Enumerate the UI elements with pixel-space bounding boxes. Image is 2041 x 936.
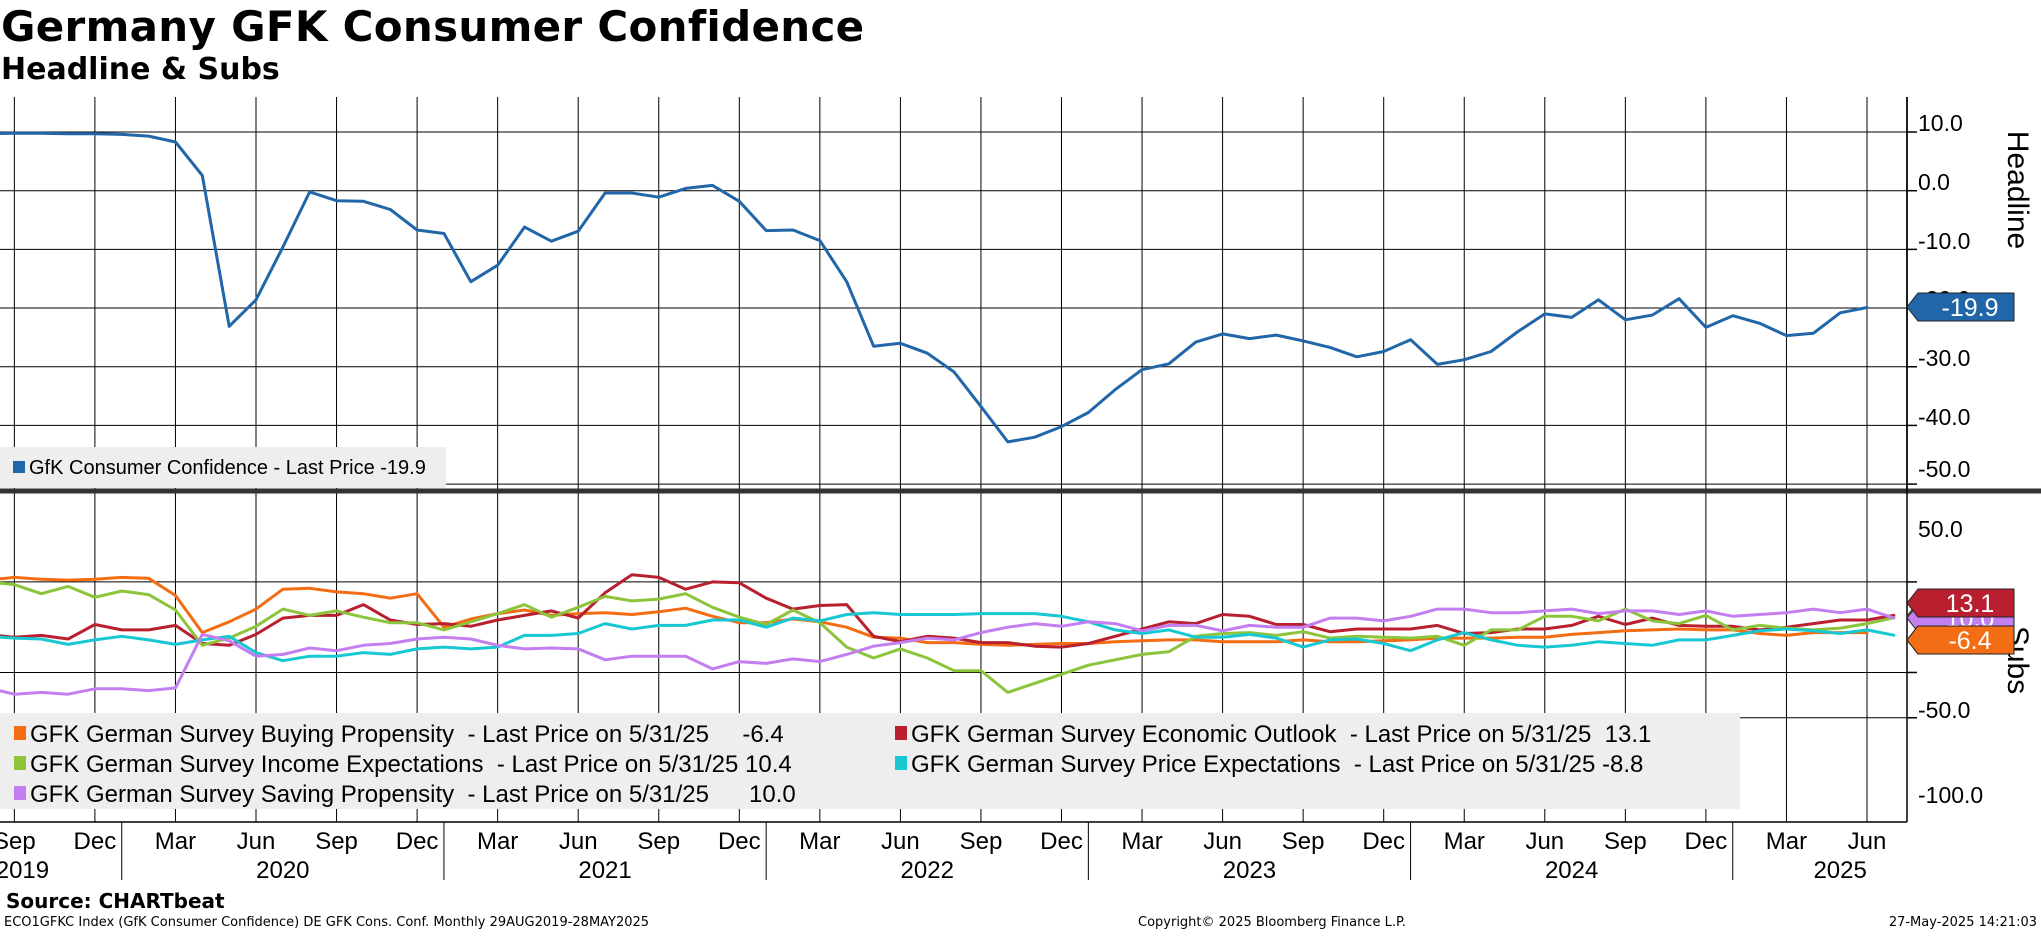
value-flag-label: 13.1 <box>1946 590 1995 618</box>
value-flag-shape <box>1906 588 2015 618</box>
legend-entry: GFK German Survey Income Expectations - … <box>30 751 792 778</box>
legend-entry: GFK German Survey Saving Propensity - La… <box>30 781 796 808</box>
value-flag-label: -19.9 <box>1942 294 1999 322</box>
x-tick-year: 2025 <box>1813 857 1866 880</box>
legend-swatch <box>14 756 26 770</box>
y-ticks-bottom: 50.0 -50.0 -100.0 <box>1907 516 1983 808</box>
legend-entry: GFK German Survey Price Expectations - L… <box>911 751 1643 778</box>
x-tick-month: Jun <box>1525 828 1564 855</box>
x-tick-month: Jun <box>237 828 276 855</box>
y-tick-label: -50.0 <box>1918 697 1970 723</box>
series-line-3 <box>0 581 1896 694</box>
series-line-1 <box>0 575 1869 647</box>
value-flag-label: -6.4 <box>1948 627 1991 655</box>
x-tick-month: Sep <box>0 828 36 855</box>
last-value-flag-buying: -6.4 <box>1906 625 2015 655</box>
series-line-5 <box>0 607 1896 696</box>
x-tick-year: 2024 <box>1545 857 1598 880</box>
x-tick-month: Sep <box>1282 828 1325 855</box>
x-tick-month: Mar <box>155 828 196 855</box>
x-tick-month: Jun <box>1203 828 1242 855</box>
bottom-series <box>0 573 1896 696</box>
x-tick-month: Mar <box>1444 828 1485 855</box>
legend-top: GfK Consumer Confidence - Last Price -19… <box>0 447 446 488</box>
legend-swatch <box>14 726 26 740</box>
y-tick-label: 0.0 <box>1918 169 1950 195</box>
series-line-1 <box>0 131 1869 444</box>
x-tick-month: Sep <box>315 828 358 855</box>
source-note: Source: CHARTbeat <box>6 889 225 913</box>
legend-swatch <box>895 726 907 740</box>
value-flag-shape <box>1906 625 2015 655</box>
x-tick-month: Dec <box>74 828 117 855</box>
y-tick-label: -30.0 <box>1918 345 1970 371</box>
y-tick-label: -10.0 <box>1918 228 1970 254</box>
legend-box <box>0 713 1740 809</box>
x-tick-year: 2019 <box>0 857 49 880</box>
legend-swatch <box>895 756 907 770</box>
legend-bottom: GFK German Survey Buying Propensity - La… <box>0 713 1740 809</box>
x-tick-month: Dec <box>396 828 439 855</box>
x-tick-month: Dec <box>1685 828 1728 855</box>
y-tick-label: 10.0 <box>1918 110 1963 136</box>
x-axis-labels: Sep Dec Mar Jun Sep Dec Mar Jun Sep Dec Mar Jun Sep D… <box>0 828 1886 880</box>
footer-ticker-info: ECO1GFKC Index (GfK Consumer Confidence)… <box>4 915 650 930</box>
x-tick-year: 2020 <box>256 857 309 880</box>
y-tick-label: -50.0 <box>1918 456 1970 482</box>
value-flag-shape <box>1906 292 2015 322</box>
x-tick-month: Mar <box>1121 828 1162 855</box>
x-tick-year: 2023 <box>1223 857 1276 880</box>
legend-swatch <box>14 786 26 800</box>
x-tick-year: 2021 <box>578 857 631 880</box>
x-tick-month: Sep <box>1604 828 1647 855</box>
chart-title: Germany GFK Consumer Confidence <box>1 2 865 51</box>
series-line-4 <box>0 611 1896 663</box>
legend-entry: GFK German Survey Economic Outlook - Las… <box>911 721 1651 748</box>
y-axis-title-top: Headline <box>2001 131 2034 249</box>
x-tick-month: Dec <box>1362 828 1405 855</box>
x-tick-year: 2022 <box>901 857 954 880</box>
x-tick-month: Mar <box>1766 828 1807 855</box>
x-tick-month: Dec <box>1040 828 1083 855</box>
last-value-flag-headline: -19.9 <box>1906 292 2015 322</box>
footer-timestamp: 27-May-2025 14:21:03 <box>1888 915 2037 930</box>
x-tick-month: Dec <box>718 828 761 855</box>
legend-entry: GfK Consumer Confidence - Last Price -19… <box>29 457 426 479</box>
chart-area: 10.00.0-10.0-20.0-30.0-40.0-50.050.0-50.… <box>0 97 2041 880</box>
y-tick-label: -100.0 <box>1918 782 1983 808</box>
x-tick-month: Jun <box>881 828 920 855</box>
x-tick-month: Sep <box>637 828 680 855</box>
top-series <box>0 131 1869 444</box>
y-tick-label: -40.0 <box>1918 404 1970 430</box>
legend-box <box>0 447 446 488</box>
x-tick-month: Jun <box>559 828 598 855</box>
footer-copyright: Copyright© 2025 Bloomberg Finance L.P. <box>1138 915 1406 930</box>
x-tick-month: Jun <box>1848 828 1887 855</box>
last-value-flag-economic: 13.1 <box>1906 588 2015 618</box>
x-tick-month: Mar <box>477 828 518 855</box>
y-tick-label: 50.0 <box>1918 516 1963 542</box>
chart-subtitle: Headline & Subs <box>1 52 280 87</box>
legend-swatch <box>13 461 25 473</box>
x-tick-month: Sep <box>960 828 1003 855</box>
legend-entry: GFK German Survey Buying Propensity - La… <box>30 721 784 748</box>
x-tick-month: Mar <box>799 828 840 855</box>
